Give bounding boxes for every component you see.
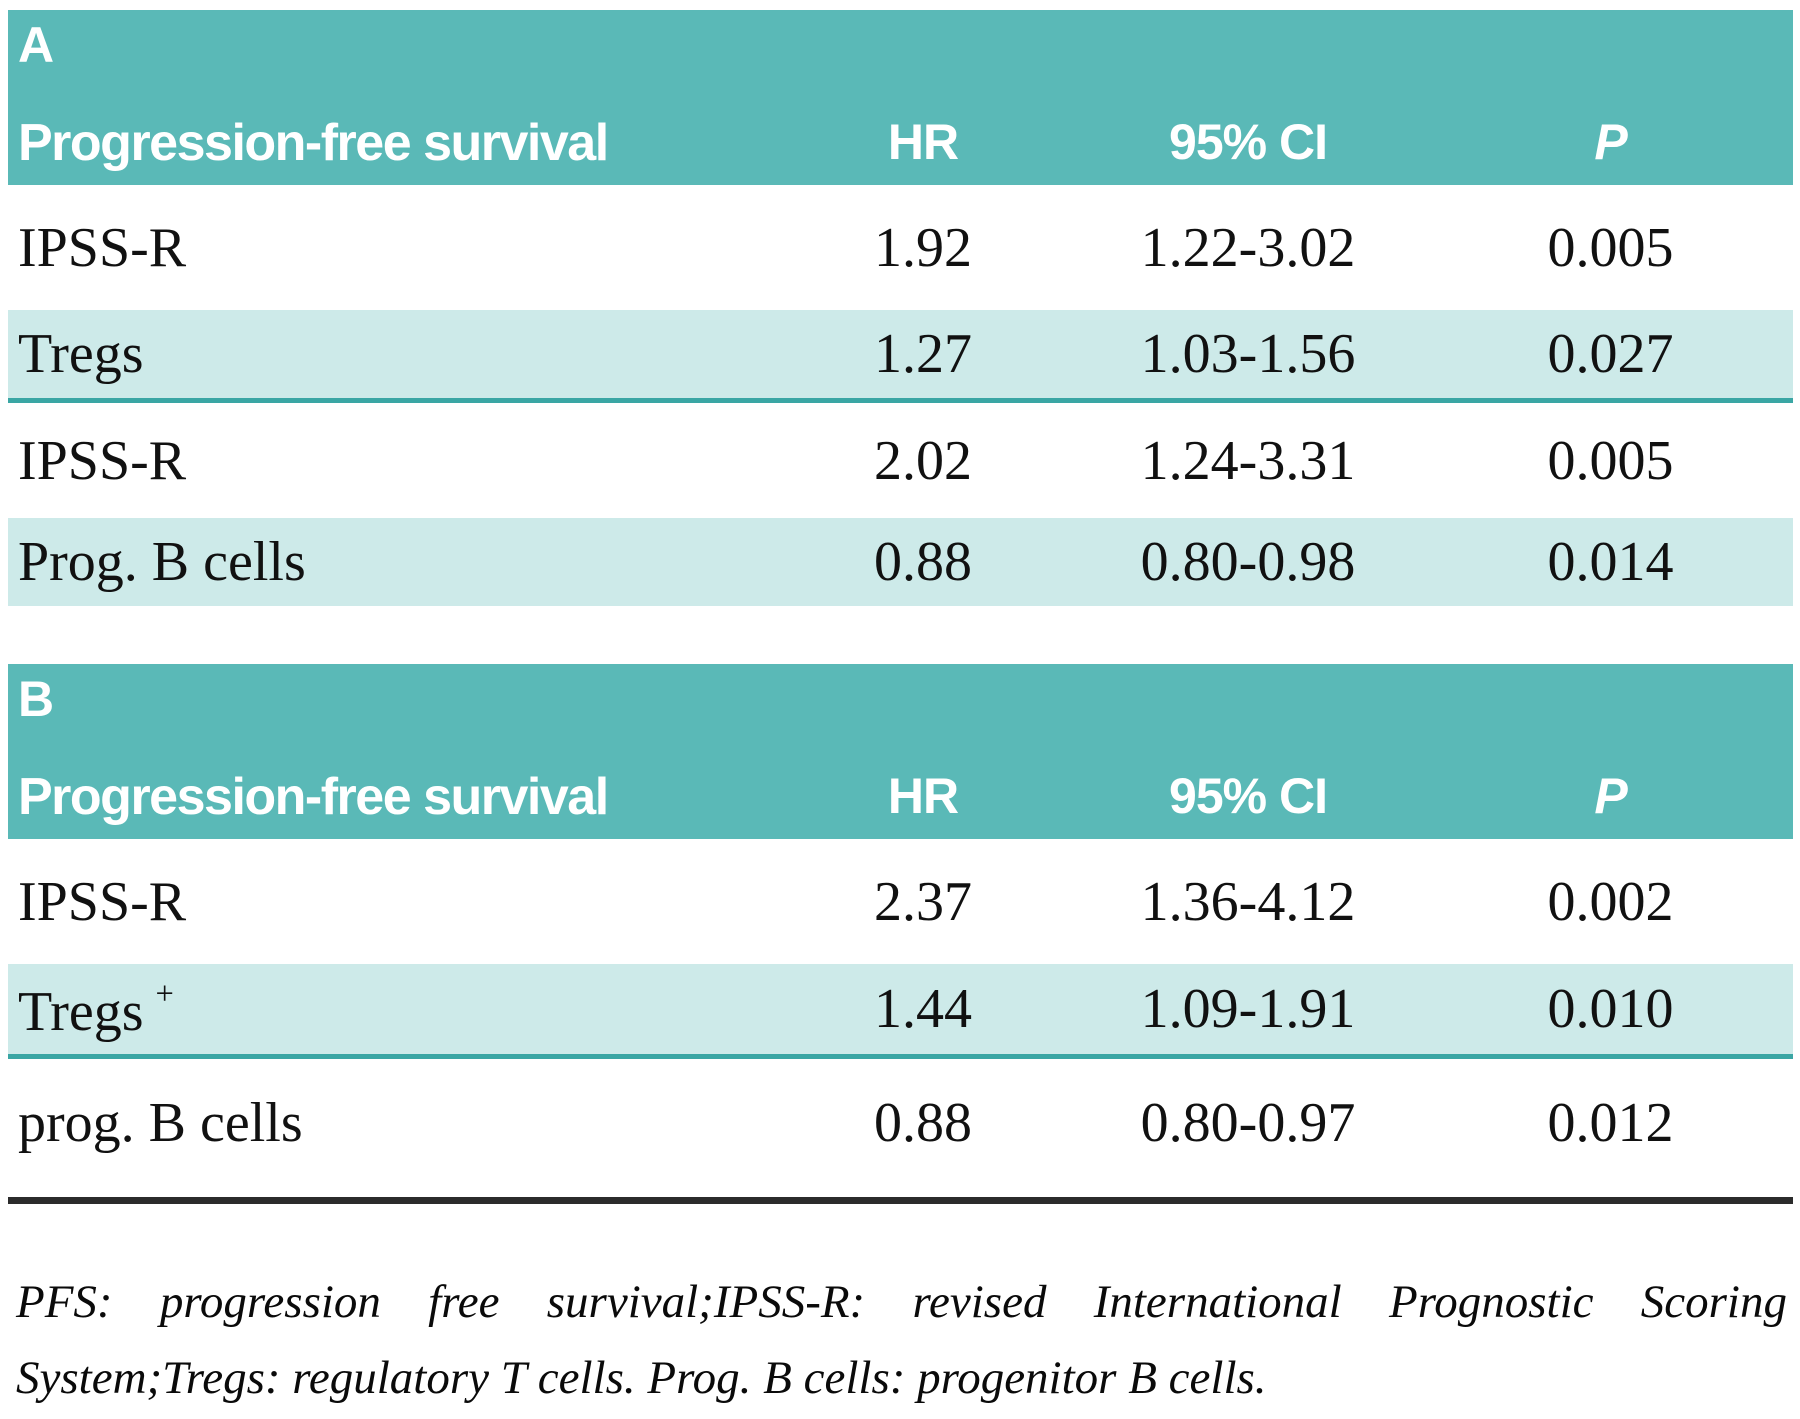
table-row: Tregs 1.27 1.03-1.56 0.027 [8, 310, 1793, 403]
p-value: 0.027 [1547, 323, 1674, 385]
table-row: IPSS-R 2.02 1.24-3.31 0.005 [8, 403, 1793, 518]
ci-value: 1.09-1.91 [1140, 978, 1356, 1040]
table-b-header: B Progression-free survival HR 95% CI P [8, 664, 1793, 839]
ci-value: 0.80-0.97 [1140, 1092, 1356, 1154]
ci-value: 1.24-3.31 [1140, 429, 1356, 492]
panel-letter-a: A [18, 17, 54, 73]
hr-value: 0.88 [874, 1092, 972, 1154]
row-label: IPSS-R [18, 216, 187, 279]
footnote-line-1: PFS: progression free survival;IPSS-R: r… [16, 1276, 1787, 1328]
hr-value: 1.44 [874, 978, 972, 1040]
column-header-ci: 95% CI [1169, 768, 1328, 824]
superscript-plus: + [155, 976, 174, 1012]
column-header-p: P [1594, 114, 1627, 170]
table-b-title-cell: B Progression-free survival [8, 664, 778, 839]
row-label: prog. B cells [18, 1092, 303, 1154]
row-label: IPSS-R [18, 429, 187, 492]
p-value: 0.002 [1547, 870, 1674, 933]
ci-value: 1.36-4.12 [1140, 870, 1356, 933]
table-a-title-cell: A Progression-free survival [8, 10, 778, 185]
footnote-line-2: System;Tregs: regulatory T cells. Prog. … [16, 1352, 1267, 1404]
table-row: Prog. B cells 0.88 0.80-0.98 0.014 [8, 518, 1793, 606]
table-a-header: A Progression-free survival HR 95% CI P [8, 10, 1793, 185]
table-a-title: Progression-free survival [18, 114, 609, 172]
row-label: Tregs + [8, 978, 778, 1040]
ci-value: 0.80-0.98 [1140, 531, 1356, 593]
hr-value: 1.92 [874, 216, 972, 279]
column-header-hr: HR [887, 114, 959, 170]
table-row: prog. B cells 0.88 0.80-0.97 0.012 [8, 1059, 1793, 1187]
hr-value: 2.37 [874, 870, 972, 933]
table-row: IPSS-R 2.37 1.36-4.12 0.002 [8, 839, 1793, 964]
footnote: PFS: progression free survival;IPSS-R: r… [8, 1264, 1793, 1416]
table-b-title: Progression-free survival [18, 768, 609, 826]
ci-value: 1.03-1.56 [1140, 323, 1356, 385]
table-panel-b: B Progression-free survival HR 95% CI P … [8, 664, 1793, 1187]
row-label: IPSS-R [18, 870, 187, 933]
hr-value: 0.88 [874, 531, 972, 593]
p-value: 0.005 [1547, 429, 1674, 492]
p-value: 0.014 [1547, 531, 1674, 593]
table-row: IPSS-R 1.92 1.22-3.02 0.005 [8, 185, 1793, 310]
row-label: Tregs [18, 323, 144, 385]
panel-letter-b: B [18, 671, 54, 727]
p-value: 0.010 [1547, 978, 1674, 1040]
column-header-hr: HR [887, 768, 959, 824]
column-header-p: P [1594, 768, 1627, 824]
column-header-ci: 95% CI [1169, 114, 1328, 170]
bottom-rule [8, 1197, 1793, 1204]
row-label-text: Tregs [18, 981, 144, 1043]
hr-value: 2.02 [874, 429, 972, 492]
ci-value: 1.22-3.02 [1140, 216, 1356, 279]
hr-value: 1.27 [874, 323, 972, 385]
row-label: Prog. B cells [18, 531, 306, 593]
p-value: 0.012 [1547, 1092, 1674, 1154]
table-row: Tregs + 1.44 1.09-1.91 0.010 [8, 964, 1793, 1059]
table-panel-a: A Progression-free survival HR 95% CI P … [8, 10, 1793, 606]
p-value: 0.005 [1547, 216, 1674, 279]
